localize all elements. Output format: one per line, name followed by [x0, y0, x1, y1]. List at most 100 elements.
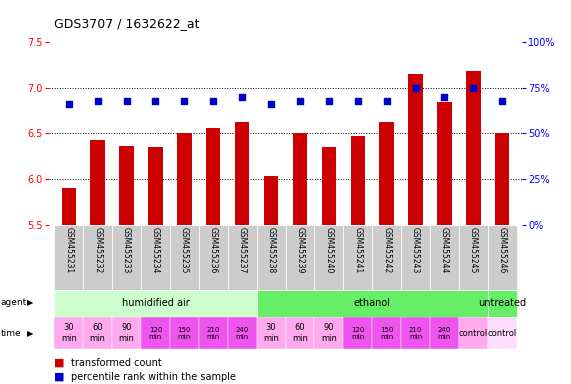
Point — [382, 98, 391, 104]
Bar — [315, 317, 343, 349]
Text: GSM455238: GSM455238 — [267, 227, 276, 273]
Bar — [119, 146, 134, 225]
Bar — [488, 290, 517, 317]
Text: 90
min: 90 min — [119, 323, 135, 343]
Text: 210
min: 210 min — [409, 327, 422, 339]
Bar — [54, 225, 83, 290]
Text: ■: ■ — [54, 358, 65, 368]
Text: GSM455236: GSM455236 — [209, 227, 218, 273]
Point — [151, 98, 160, 104]
Bar — [256, 317, 286, 349]
Bar — [112, 225, 141, 290]
Text: GSM455235: GSM455235 — [180, 227, 189, 273]
Bar — [321, 147, 336, 225]
Text: GSM455244: GSM455244 — [440, 227, 449, 273]
Text: 30
min: 30 min — [61, 323, 77, 343]
Bar — [408, 74, 423, 225]
Text: agent: agent — [1, 298, 27, 308]
Bar — [293, 134, 307, 225]
Text: GSM455241: GSM455241 — [353, 227, 362, 273]
Text: 30
min: 30 min — [263, 323, 279, 343]
Point — [208, 98, 218, 104]
Bar — [199, 225, 228, 290]
Bar — [264, 176, 278, 225]
Text: 60
min: 60 min — [292, 323, 308, 343]
Bar — [54, 290, 256, 317]
Text: GDS3707 / 1632622_at: GDS3707 / 1632622_at — [54, 17, 200, 30]
Text: 120
min: 120 min — [149, 327, 162, 339]
Bar — [170, 225, 199, 290]
Text: control: control — [488, 329, 517, 338]
Text: percentile rank within the sample: percentile rank within the sample — [71, 372, 236, 382]
Text: transformed count: transformed count — [71, 358, 162, 368]
Text: 210
min: 210 min — [207, 327, 220, 339]
Point — [440, 94, 449, 100]
Point — [353, 98, 363, 104]
Text: ■: ■ — [54, 372, 65, 382]
Bar — [228, 225, 256, 290]
Bar — [228, 317, 256, 349]
Point — [267, 101, 276, 108]
Text: GSM455239: GSM455239 — [295, 227, 304, 273]
Text: GSM455242: GSM455242 — [382, 227, 391, 273]
Text: GSM455233: GSM455233 — [122, 227, 131, 273]
Bar — [148, 147, 163, 225]
Bar — [141, 317, 170, 349]
Text: humidified air: humidified air — [122, 298, 190, 308]
Bar — [256, 290, 488, 317]
Bar — [488, 317, 517, 349]
Text: 90
min: 90 min — [321, 323, 337, 343]
Point — [238, 94, 247, 100]
Text: GSM455243: GSM455243 — [411, 227, 420, 273]
Text: untreated: untreated — [478, 298, 526, 308]
Bar — [286, 317, 315, 349]
Bar — [343, 317, 372, 349]
Bar — [430, 317, 459, 349]
Bar — [401, 317, 430, 349]
Bar — [90, 140, 105, 225]
Bar — [170, 317, 199, 349]
Point — [64, 101, 73, 108]
Bar — [495, 134, 509, 225]
Text: GSM455231: GSM455231 — [65, 227, 73, 273]
Bar — [141, 225, 170, 290]
Text: time: time — [1, 329, 21, 338]
Bar — [372, 225, 401, 290]
Text: GSM455234: GSM455234 — [151, 227, 160, 273]
Text: GSM455245: GSM455245 — [469, 227, 478, 273]
Bar — [351, 136, 365, 225]
Bar — [488, 225, 517, 290]
Text: GSM455240: GSM455240 — [324, 227, 333, 273]
Text: 150
min: 150 min — [380, 327, 393, 339]
Text: ▶: ▶ — [27, 298, 34, 308]
Text: 240
min: 240 min — [235, 327, 249, 339]
Text: 120
min: 120 min — [351, 327, 364, 339]
Bar — [437, 103, 452, 225]
Text: 150
min: 150 min — [178, 327, 191, 339]
Bar — [83, 317, 112, 349]
Bar — [235, 122, 250, 225]
Bar — [430, 225, 459, 290]
Bar — [54, 317, 83, 349]
Point — [324, 98, 333, 104]
Point — [469, 85, 478, 91]
Bar — [62, 188, 76, 225]
Bar — [286, 225, 315, 290]
Bar — [112, 317, 141, 349]
Point — [93, 98, 102, 104]
Text: 60
min: 60 min — [90, 323, 106, 343]
Text: GSM455237: GSM455237 — [238, 227, 247, 273]
Bar — [379, 122, 394, 225]
Point — [180, 98, 189, 104]
Bar — [459, 225, 488, 290]
Text: ▶: ▶ — [27, 329, 34, 338]
Bar — [83, 225, 112, 290]
Bar — [199, 317, 228, 349]
Text: control: control — [459, 329, 488, 338]
Text: ethanol: ethanol — [353, 298, 391, 308]
Point — [498, 98, 507, 104]
Bar — [315, 225, 343, 290]
Bar — [372, 317, 401, 349]
Point — [295, 98, 304, 104]
Point — [122, 98, 131, 104]
